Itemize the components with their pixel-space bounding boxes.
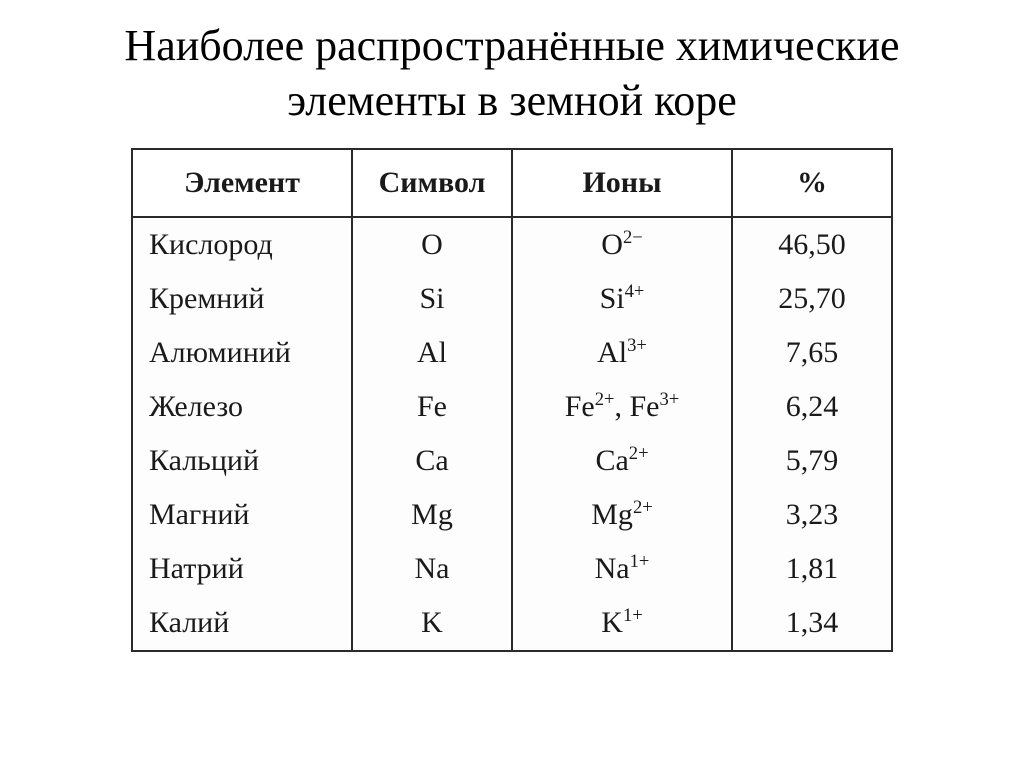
ion-charge: 3+ bbox=[660, 389, 680, 410]
header-ions: Ионы bbox=[512, 149, 732, 217]
cell-ions: Fe2+, Fe3+ bbox=[512, 380, 732, 434]
cell-percent: 5,79 bbox=[732, 434, 892, 488]
ion-base: K bbox=[601, 606, 623, 639]
page: Наиболее распространённые химические эле… bbox=[0, 0, 1024, 767]
cell-ions: K1+ bbox=[512, 596, 732, 651]
ion-charge: 2+ bbox=[633, 497, 653, 518]
header-symbol: Символ bbox=[352, 149, 512, 217]
ion-base: O bbox=[601, 228, 623, 261]
cell-symbol: Al bbox=[352, 326, 512, 380]
cell-symbol: Si bbox=[352, 272, 512, 326]
table-row: МагнийMgMg2+3,23 bbox=[132, 488, 892, 542]
ion-charge: 2+ bbox=[595, 389, 615, 410]
cell-element: Алюминий bbox=[132, 326, 352, 380]
cell-percent: 46,50 bbox=[732, 217, 892, 272]
cell-symbol: Fe bbox=[352, 380, 512, 434]
ion-base: Fe bbox=[565, 390, 595, 423]
cell-ions: O2− bbox=[512, 217, 732, 272]
ion-charge: 3+ bbox=[627, 335, 647, 356]
ion-base: Mg bbox=[591, 498, 633, 531]
cell-element: Кремний bbox=[132, 272, 352, 326]
table-row: КальцийCaCa2+5,79 bbox=[132, 434, 892, 488]
page-title: Наиболее распространённые химические эле… bbox=[40, 18, 984, 128]
table-body: КислородOO2−46,50КремнийSiSi4+25,70Алюми… bbox=[132, 217, 892, 651]
ion-charge: 4+ bbox=[625, 281, 645, 302]
cell-percent: 1,34 bbox=[732, 596, 892, 651]
table-row: КремнийSiSi4+25,70 bbox=[132, 272, 892, 326]
ion-base: Si bbox=[600, 282, 625, 315]
cell-ions: Si4+ bbox=[512, 272, 732, 326]
table-row: КислородOO2−46,50 bbox=[132, 217, 892, 272]
cell-symbol: O bbox=[352, 217, 512, 272]
cell-ions: Ca2+ bbox=[512, 434, 732, 488]
table-header-row: Элемент Символ Ионы % bbox=[132, 149, 892, 217]
table-row: НатрийNaNa1+1,81 bbox=[132, 542, 892, 596]
cell-ions: Na1+ bbox=[512, 542, 732, 596]
table-row: КалийKK1+1,34 bbox=[132, 596, 892, 651]
ion-base: Al bbox=[597, 336, 627, 369]
cell-ions: Al3+ bbox=[512, 326, 732, 380]
cell-percent: 6,24 bbox=[732, 380, 892, 434]
cell-element: Кислород bbox=[132, 217, 352, 272]
ion-base: Na bbox=[595, 552, 630, 585]
header-element: Элемент bbox=[132, 149, 352, 217]
header-percent: % bbox=[732, 149, 892, 217]
cell-element: Кальций bbox=[132, 434, 352, 488]
ion-base: Ca bbox=[595, 444, 628, 477]
cell-percent: 3,23 bbox=[732, 488, 892, 542]
ion-charge: 1+ bbox=[623, 605, 643, 626]
cell-element: Железо bbox=[132, 380, 352, 434]
cell-symbol: Ca bbox=[352, 434, 512, 488]
cell-percent: 7,65 bbox=[732, 326, 892, 380]
cell-symbol: Na bbox=[352, 542, 512, 596]
table-row: АлюминийAlAl3+7,65 bbox=[132, 326, 892, 380]
cell-percent: 25,70 bbox=[732, 272, 892, 326]
cell-element: Калий bbox=[132, 596, 352, 651]
ion-charge: 2+ bbox=[629, 443, 649, 464]
cell-ions: Mg2+ bbox=[512, 488, 732, 542]
table-row: ЖелезоFeFe2+, Fe3+6,24 bbox=[132, 380, 892, 434]
ion-charge: 2− bbox=[623, 227, 643, 248]
cell-element: Магний bbox=[132, 488, 352, 542]
elements-table: Элемент Символ Ионы % КислородOO2−46,50К… bbox=[131, 148, 893, 652]
cell-element: Натрий bbox=[132, 542, 352, 596]
cell-percent: 1,81 bbox=[732, 542, 892, 596]
cell-symbol: Mg bbox=[352, 488, 512, 542]
ion-charge: 1+ bbox=[630, 551, 650, 572]
cell-symbol: K bbox=[352, 596, 512, 651]
ion-base: Fe bbox=[630, 390, 660, 423]
table-container: Элемент Символ Ионы % КислородOO2−46,50К… bbox=[0, 148, 1024, 652]
